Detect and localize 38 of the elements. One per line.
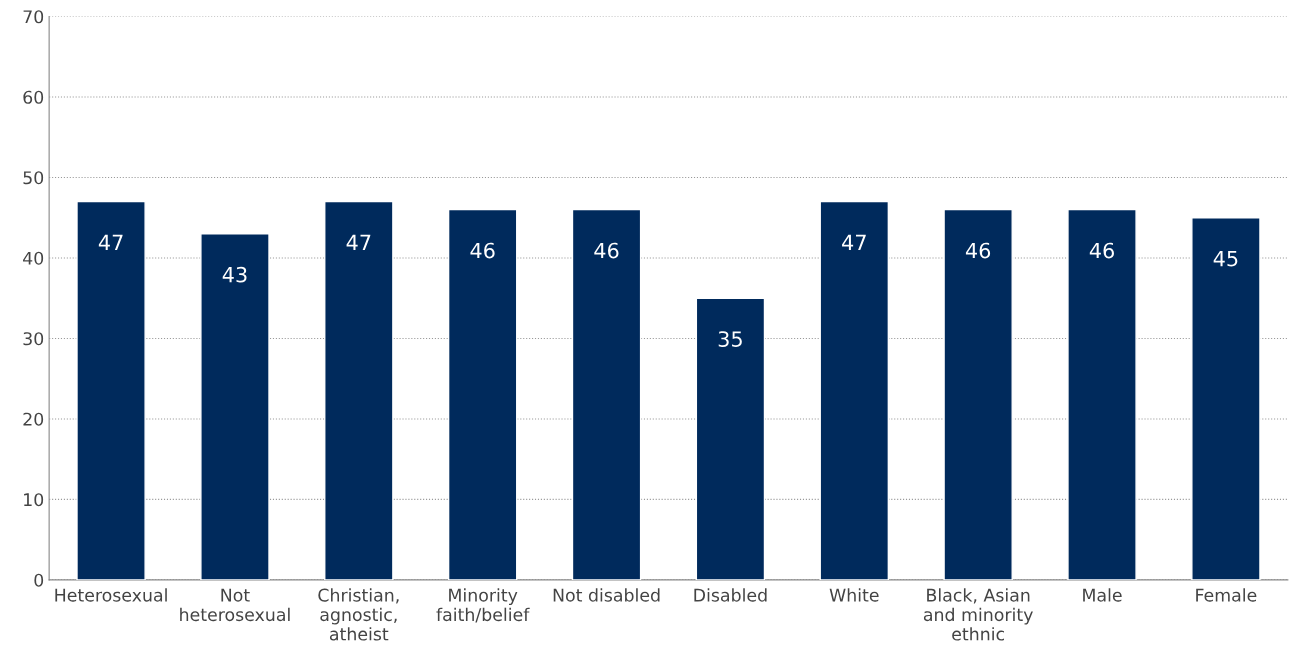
data-label: 46 — [594, 242, 619, 259]
y-tick-label: 10 — [24, 493, 44, 507]
x-tick-label: Minority faith/belief — [436, 588, 530, 623]
bar — [76, 200, 146, 580]
x-tick-label: Christian, agnostic, atheist — [318, 588, 399, 641]
data-label: 43 — [222, 266, 247, 283]
y-tick-label: 30 — [23, 332, 44, 346]
data-label: 46 — [1089, 242, 1114, 259]
x-tick-label: Male — [1083, 588, 1122, 602]
x-tick-label: Female — [1196, 588, 1257, 602]
y-tick-label: 70 — [23, 10, 44, 24]
y-tick-label: 20 — [23, 412, 44, 426]
bar — [819, 200, 890, 580]
bar — [943, 208, 1013, 580]
bar — [447, 208, 518, 580]
bar — [324, 200, 394, 580]
y-tick-label: 60 — [23, 90, 44, 104]
x-tick-label: Black, Asian and minority ethnic — [923, 588, 1033, 641]
y-tick-label: 0 — [34, 573, 44, 587]
y-tick-label: 50 — [23, 171, 44, 185]
bar — [695, 297, 766, 580]
bar — [571, 208, 642, 580]
bar — [1067, 208, 1137, 580]
y-tick-label: 40 — [23, 251, 44, 265]
x-tick-label: Heterosexual — [55, 588, 167, 602]
x-tick-label: Not heterosexual — [180, 588, 290, 622]
data-label: 46 — [965, 242, 991, 259]
bar — [200, 233, 270, 580]
x-tick-label: Not disabled — [553, 588, 660, 602]
x-tick-label: White — [829, 588, 879, 602]
data-label: 47 — [98, 234, 123, 251]
data-label: 35 — [718, 331, 742, 347]
data-label: 47 — [346, 234, 371, 251]
data-label: 47 — [842, 234, 866, 251]
data-label: 46 — [470, 242, 495, 259]
x-tick-label: Disabled — [694, 588, 767, 602]
data-label: 45 — [1213, 250, 1238, 267]
bar — [1191, 217, 1261, 580]
